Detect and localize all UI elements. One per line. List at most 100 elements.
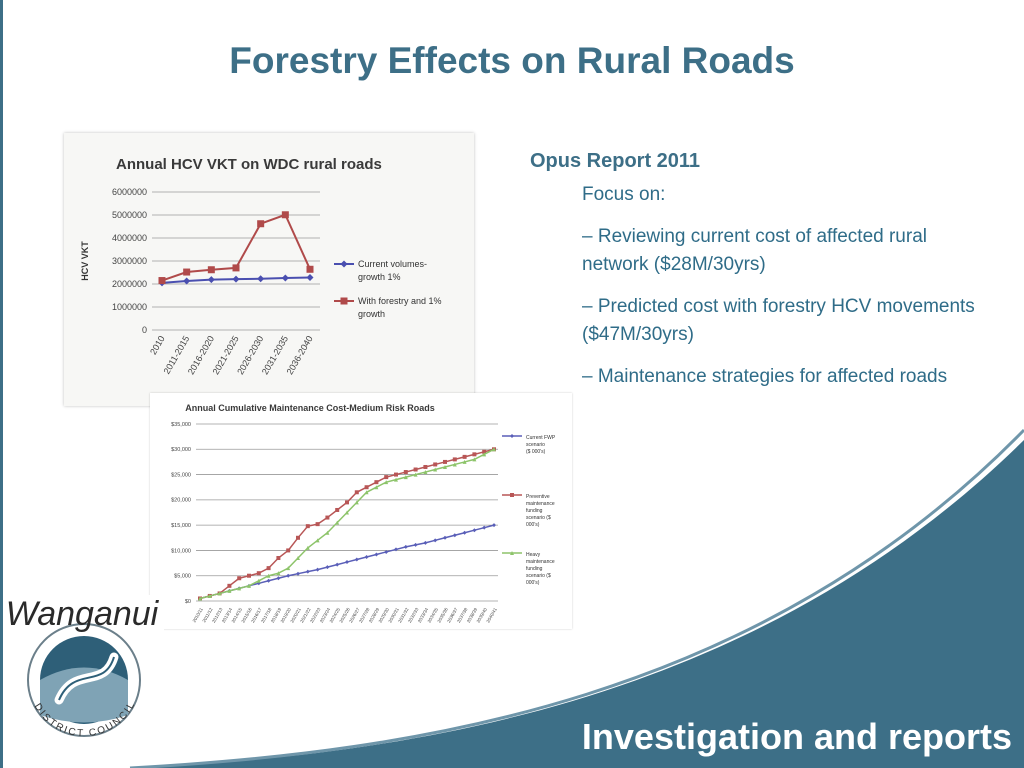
data-point: [325, 515, 330, 520]
data-point: [354, 490, 359, 495]
data-point: [296, 571, 300, 576]
data-point: [158, 277, 166, 285]
data-point: [207, 593, 212, 598]
y-axis-label: HCV VKT: [80, 241, 90, 281]
y-tick-label: $35,000: [171, 422, 191, 428]
legend-entry: Heavy: [526, 552, 541, 558]
data-point: [256, 571, 261, 576]
focus-label: Focus on:: [582, 184, 666, 205]
data-point: [315, 538, 320, 543]
legend-entry: scenario ($: [526, 573, 551, 579]
data-point: [227, 583, 232, 588]
report-item: – Maintenance strategies for affected ro…: [582, 366, 948, 387]
legend-entry: scenario ($: [526, 515, 551, 521]
data-point: [286, 566, 291, 571]
y-tick-label: 4000000: [112, 233, 147, 243]
data-point: [384, 480, 389, 485]
data-point: [364, 490, 369, 495]
data-point: [472, 528, 477, 533]
data-point: [281, 274, 289, 282]
data-point: [256, 578, 261, 583]
legend-entry: scenario: [526, 442, 545, 448]
data-point: [472, 452, 477, 457]
legend-entry: growth: [358, 309, 385, 319]
data-point: [384, 549, 389, 554]
footer-caption: Investigation and reports: [581, 716, 1012, 757]
data-point: [492, 447, 496, 452]
data-point: [433, 467, 438, 472]
data-point: [305, 569, 310, 574]
y-tick-label: 0: [142, 325, 147, 335]
data-point: [364, 555, 369, 560]
data-point: [257, 275, 265, 283]
data-point: [325, 565, 330, 570]
legend-entry: 000's): [526, 580, 540, 586]
data-point: [276, 576, 281, 581]
data-point: [374, 552, 379, 557]
hcv-vkt-chart: Annual HCV VKT on WDC rural roads 0 100000…: [64, 133, 474, 406]
data-point: [266, 578, 271, 583]
legend-entry: growth 1%: [358, 272, 401, 282]
data-point: [247, 573, 251, 578]
y-tick-label: $0: [185, 599, 191, 605]
data-point: [403, 544, 408, 549]
data-point: [276, 556, 281, 561]
y-tick-label: $10,000: [171, 548, 191, 554]
legend-entry: Current FWP: [526, 435, 556, 441]
data-point: [394, 547, 398, 552]
legend-entry: funding: [526, 508, 543, 514]
data-point: [462, 454, 467, 459]
opus-report-section: Opus Report 2011 Focus on: – Reviewing c…: [530, 150, 990, 391]
wanganui-district-council-logo-icon: Wanganui DISTRICT COUNCIL: [6, 595, 160, 739]
data-point: [354, 557, 359, 562]
legend-swatch-marker: [340, 260, 348, 268]
chart-title: Annual HCV VKT on WDC rural roads: [116, 156, 382, 173]
data-point: [296, 556, 300, 561]
data-point: [472, 457, 477, 462]
wanganui-logo: Wanganui DISTRICT COUNCIL: [4, 595, 164, 755]
data-point: [443, 459, 447, 464]
data-point: [492, 523, 496, 528]
data-point: [345, 510, 349, 515]
data-point: [482, 525, 487, 530]
data-point: [237, 576, 242, 581]
y-tick-label: 5000000: [112, 210, 147, 220]
y-tick-label: 1000000: [112, 302, 147, 312]
logo-name: Wanganui: [6, 595, 160, 633]
maintenance-cost-chart-svg: Annual Cumulative Maintenance Cost-Mediu…: [171, 403, 556, 624]
legend-entry: 000's): [526, 522, 540, 528]
data-point: [207, 276, 215, 284]
data-point: [266, 566, 271, 571]
report-item: – Predicted cost with forestry HCV movem…: [582, 296, 975, 345]
data-point: [286, 573, 291, 578]
data-point: [198, 596, 202, 601]
data-point: [183, 268, 191, 276]
legend-entry: Current volumes-: [358, 259, 427, 269]
data-point: [413, 542, 418, 547]
data-point: [384, 475, 389, 480]
data-point: [335, 520, 340, 525]
data-point: [237, 586, 242, 591]
data-point: [433, 538, 438, 543]
data-point: [462, 530, 467, 535]
data-point: [315, 567, 320, 572]
data-point: [232, 264, 240, 272]
data-point: [443, 464, 447, 469]
data-point: [335, 562, 340, 567]
data-point: [452, 533, 457, 538]
legend-swatch-marker: [510, 551, 514, 555]
data-point: [394, 472, 398, 477]
data-point: [482, 449, 487, 454]
y-tick-label: $15,000: [171, 523, 191, 529]
data-point: [452, 457, 457, 462]
data-point: [462, 459, 467, 464]
data-point: [207, 266, 215, 274]
data-point: [403, 470, 408, 475]
legend-entry: Preventive: [526, 494, 550, 500]
data-point: [306, 265, 314, 273]
data-point: [257, 220, 265, 228]
data-point: [452, 462, 457, 467]
data-point: [374, 480, 379, 485]
data-point: [335, 507, 340, 512]
